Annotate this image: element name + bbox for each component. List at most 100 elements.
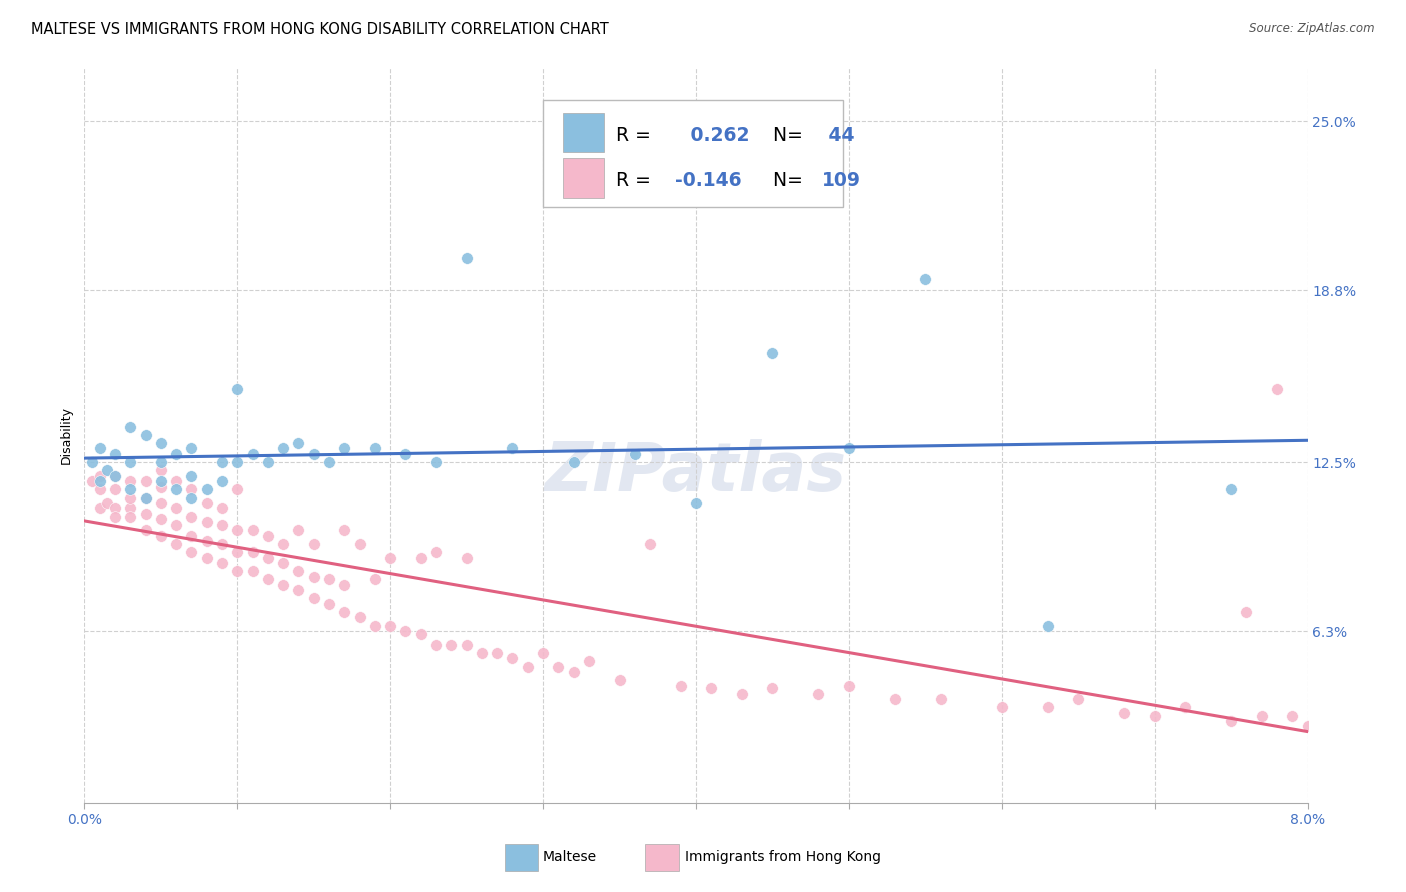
Point	[318, 572, 340, 586]
Point	[1114, 706, 1136, 720]
Point	[929, 692, 952, 706]
Point	[516, 659, 538, 673]
Point	[195, 515, 218, 529]
Point	[120, 501, 142, 516]
Point	[302, 569, 325, 583]
Point	[80, 455, 103, 469]
Point	[242, 545, 264, 559]
Point	[271, 578, 294, 592]
Point	[120, 483, 142, 497]
Text: 44: 44	[823, 126, 855, 145]
Point	[195, 496, 218, 510]
Point	[180, 529, 202, 543]
Point	[456, 638, 478, 652]
Point	[502, 442, 524, 456]
Point	[180, 442, 202, 456]
Point	[349, 537, 371, 551]
Point	[287, 583, 309, 598]
Point	[257, 529, 280, 543]
Point	[271, 556, 294, 570]
Point	[425, 545, 447, 559]
Point	[149, 463, 172, 477]
Point	[165, 447, 187, 461]
Point	[624, 447, 647, 461]
Point	[211, 501, 233, 516]
Point	[226, 523, 249, 537]
FancyBboxPatch shape	[562, 158, 605, 198]
Point	[135, 491, 157, 505]
Point	[226, 483, 249, 497]
Point	[104, 468, 127, 483]
Point	[302, 537, 325, 551]
Point	[609, 673, 631, 688]
Point	[149, 474, 172, 488]
Point	[1250, 708, 1272, 723]
Point	[89, 474, 111, 488]
Text: 109: 109	[823, 171, 860, 191]
Point	[531, 646, 554, 660]
Text: -0.146: -0.146	[675, 171, 742, 191]
Point	[547, 659, 569, 673]
Point	[242, 564, 264, 578]
Text: Source: ZipAtlas.com: Source: ZipAtlas.com	[1250, 22, 1375, 36]
Point	[149, 496, 172, 510]
Point	[120, 509, 142, 524]
Point	[425, 638, 447, 652]
Point	[165, 474, 187, 488]
Point	[165, 501, 187, 516]
Point	[257, 455, 280, 469]
Text: ZIPatlas: ZIPatlas	[546, 439, 846, 505]
Y-axis label: Disability: Disability	[60, 406, 73, 464]
Text: N=: N=	[761, 171, 808, 191]
Point	[318, 455, 340, 469]
Point	[700, 681, 723, 696]
Point	[638, 537, 661, 551]
Point	[1036, 700, 1059, 714]
Point	[180, 491, 202, 505]
Point	[486, 646, 509, 660]
Point	[257, 550, 280, 565]
Point	[761, 681, 783, 696]
Point	[149, 529, 172, 543]
Point	[211, 537, 233, 551]
Point	[562, 665, 585, 679]
Point	[120, 455, 142, 469]
Text: Immigrants from Hong Kong: Immigrants from Hong Kong	[685, 850, 880, 864]
Text: Maltese: Maltese	[543, 850, 596, 864]
Point	[271, 442, 294, 456]
Point	[165, 517, 187, 532]
Point	[333, 605, 356, 619]
Point	[104, 447, 127, 461]
Point	[761, 346, 783, 360]
Point	[226, 455, 249, 469]
Point	[380, 550, 402, 565]
Point	[120, 474, 142, 488]
Point	[838, 679, 860, 693]
Point	[302, 591, 325, 606]
Point	[1236, 605, 1258, 619]
Text: R =: R =	[616, 126, 658, 145]
Point	[135, 491, 157, 505]
Point	[226, 564, 249, 578]
Point	[211, 556, 233, 570]
Point	[1327, 719, 1350, 733]
Point	[1220, 483, 1243, 497]
Point	[394, 624, 416, 639]
Point	[471, 646, 494, 660]
Point	[96, 496, 118, 510]
Point	[149, 455, 172, 469]
Point	[149, 512, 172, 526]
Point	[226, 382, 249, 396]
Point	[1281, 708, 1303, 723]
Point	[364, 618, 387, 632]
Point	[1372, 719, 1395, 733]
Text: 0.262: 0.262	[683, 126, 749, 145]
Point	[1220, 714, 1243, 728]
Point	[380, 618, 402, 632]
Point	[456, 550, 478, 565]
Text: MALTESE VS IMMIGRANTS FROM HONG KONG DISABILITY CORRELATION CHART: MALTESE VS IMMIGRANTS FROM HONG KONG DIS…	[31, 22, 609, 37]
Point	[135, 507, 157, 521]
Point	[440, 638, 463, 652]
Point	[135, 523, 157, 537]
Point	[180, 468, 202, 483]
